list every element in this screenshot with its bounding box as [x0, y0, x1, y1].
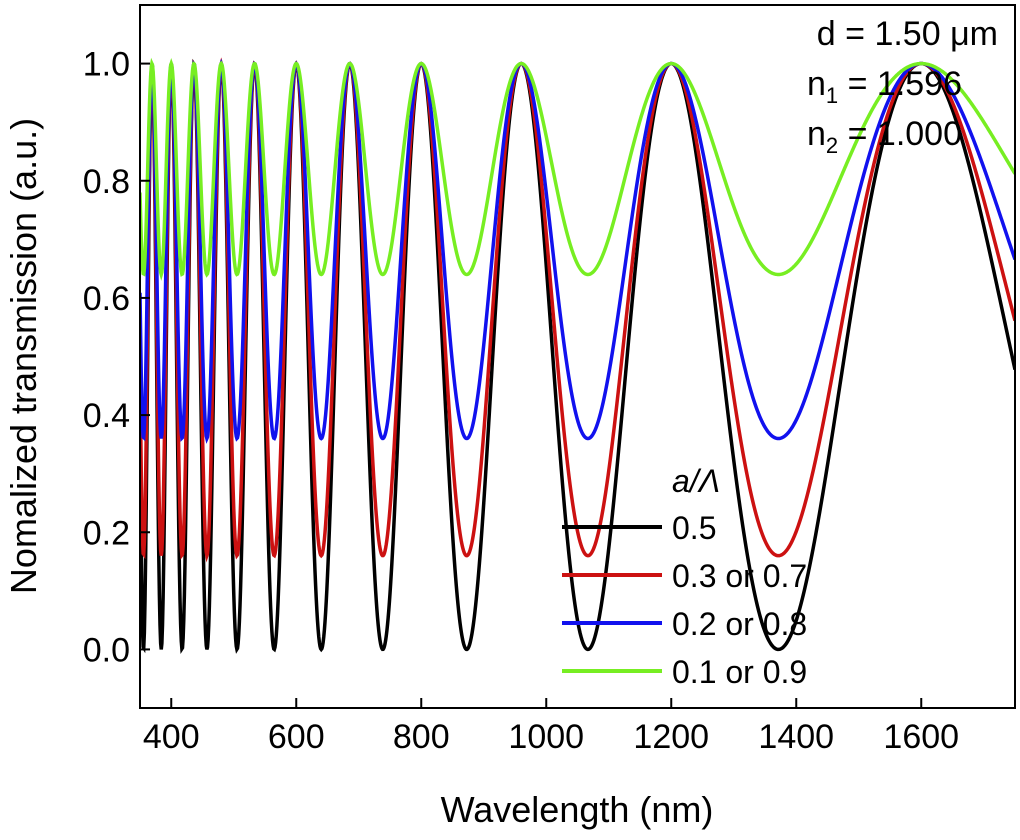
x-tick-label: 1000 [508, 718, 584, 756]
legend-label: 0.3 or 0.7 [672, 558, 807, 594]
x-tick-label: 1200 [633, 718, 709, 756]
annotation-thickness: d = 1.50 μm [817, 15, 998, 53]
series-line-4 [140, 57, 1015, 281]
y-tick-label: 0.0 [83, 631, 130, 669]
plot-frame [139, 4, 1016, 709]
series-layer [140, 57, 1015, 654]
y-tick-label: 0.6 [83, 280, 130, 318]
x-axis-title: Wavelength (nm) [441, 789, 714, 830]
y-tick-label: 0.4 [83, 397, 130, 435]
y-axis: 0.0 0.2 0.4 0.6 0.8 1.0 [83, 46, 150, 669]
x-tick-label: 1400 [758, 718, 834, 756]
x-tick-label: 800 [393, 718, 450, 756]
legend-label: 0.1 or 0.9 [672, 654, 807, 690]
series-line-3 [140, 58, 1015, 444]
legend-label: 0.5 [672, 510, 716, 546]
legend-title: a/Λ [672, 463, 720, 499]
series-line-2 [140, 57, 1015, 563]
y-tick-label: 0.8 [83, 163, 130, 201]
x-axis: 400 600 800 1000 1200 1400 1600 [143, 698, 959, 756]
annotation-n1: n1 = 1.596 [807, 65, 962, 108]
legend: a/Λ 0.5 0.3 or 0.7 0.2 or 0.8 0.1 or 0.9 [562, 463, 807, 690]
y-tick-label: 1.0 [83, 46, 130, 84]
legend-label: 0.2 or 0.8 [672, 606, 807, 642]
annotation-n2: n2 = 1.000 [807, 115, 962, 158]
x-tick-label: 1600 [883, 718, 959, 756]
x-tick-label: 600 [268, 718, 325, 756]
y-axis-title: Nomalized transmission (a.u.) [3, 118, 44, 594]
x-tick-label: 400 [143, 718, 200, 756]
y-tick-label: 0.2 [83, 514, 130, 552]
